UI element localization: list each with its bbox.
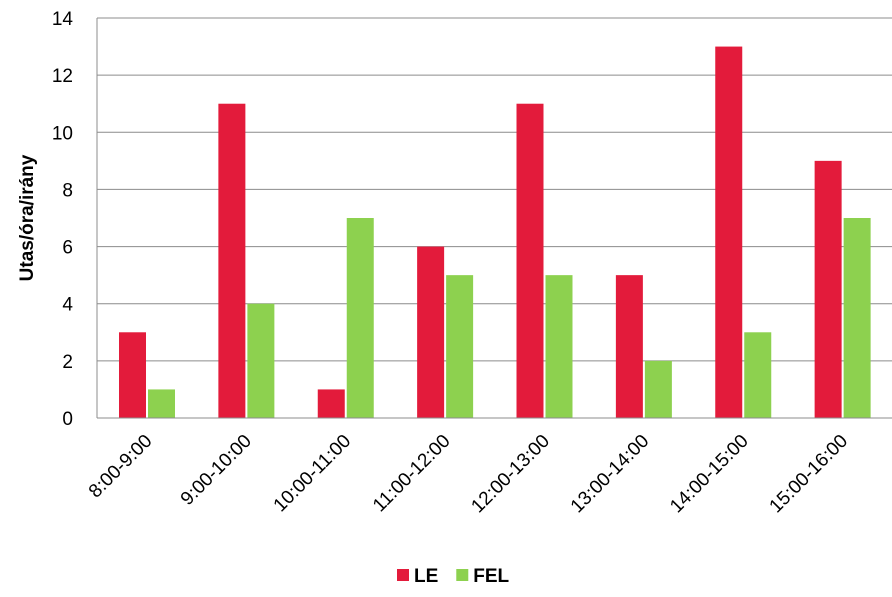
y-tick-label: 6 [62,238,73,259]
bar-le-8:00-9:00 [119,332,146,418]
x-tick-label: 13:00-14:00 [567,431,654,518]
bar-fel-13:00-14:00 [644,360,672,418]
x-tick-label: 9:00-10:00 [177,431,256,510]
legend-swatch-fel [456,569,469,581]
bar-fel-14:00-15:00 [744,332,772,418]
x-tick-label: 10:00-11:00 [270,431,356,517]
bar-le-14:00-15:00 [715,46,743,418]
y-tick-label: 12 [52,66,73,87]
bar-fel-9:00-10:00 [247,303,275,418]
bar-le-13:00-14:00 [615,275,643,418]
y-tick-label: 2 [62,352,73,373]
gridlines [97,17,892,362]
bar-fel-12:00-13:00 [545,275,573,418]
legend: LE FEL [397,566,510,587]
bar-le-11:00-12:00 [417,246,445,418]
legend-label-le: LE [414,566,438,587]
bar-fel-8:00-9:00 [148,389,175,418]
x-tick-labels: 8:00-9:00 9:00-10:00 10:00-11:00 11:00-12:0… [85,431,852,518]
x-tick-label: 11:00-12:00 [369,431,455,517]
bar-fel-10:00-11:00 [346,218,374,418]
bars [119,46,871,418]
y-tick-label: 4 [62,295,73,316]
bar-le-9:00-10:00 [218,103,246,418]
x-tick-label: 14:00-15:00 [666,431,753,518]
x-tick-label: 12:00-13:00 [467,431,554,518]
axes [96,18,892,419]
y-tick-label: 8 [62,180,73,201]
y-tick-label: 14 [52,9,74,30]
x-tick-label: 8:00-9:00 [85,431,157,503]
legend-swatch-le [397,569,409,581]
y-tick-label: 0 [62,409,73,430]
bar-fel-15:00-16:00 [843,218,871,418]
bar-le-12:00-13:00 [516,103,544,418]
legend-label-fel: FEL [473,566,509,587]
y-tick-labels: 0 2 4 6 8 10 12 14 [52,9,74,430]
y-axis-label: Utas/óra/irány [17,154,38,281]
bar-le-10:00-11:00 [317,389,345,418]
x-tick-label: 15:00-16:00 [766,431,853,518]
bar-fel-11:00-12:00 [446,275,474,418]
bar-le-15:00-16:00 [814,160,842,418]
y-tick-label: 10 [52,123,73,144]
